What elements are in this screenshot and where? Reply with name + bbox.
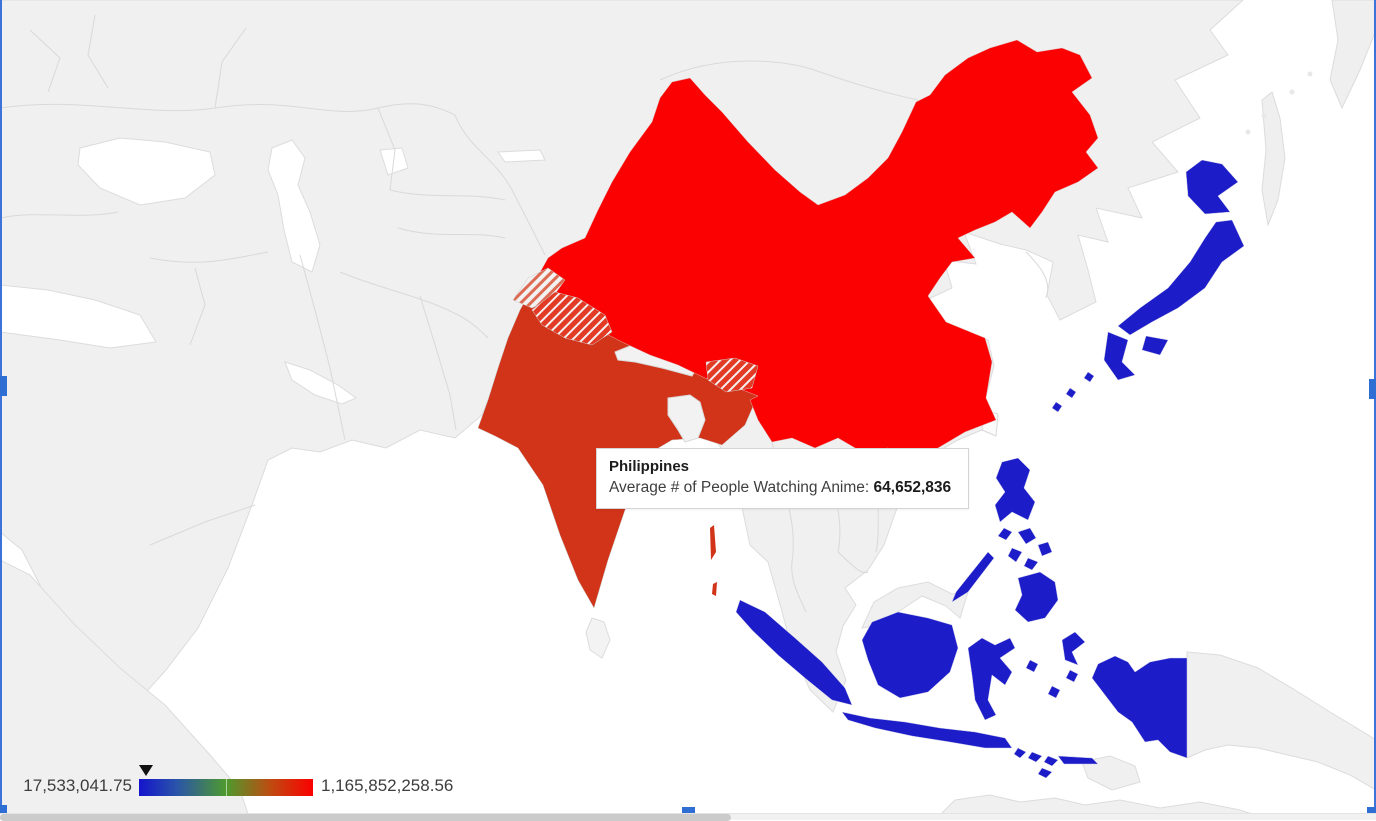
kashmir-hatch-red bbox=[531, 291, 613, 346]
selection-border-right bbox=[1374, 0, 1376, 820]
tooltip-metric-label: Average # of People Watching Anime: bbox=[609, 479, 874, 496]
resize-handle-bottom-right[interactable] bbox=[1367, 807, 1376, 814]
disputed-territories[interactable] bbox=[512, 267, 759, 393]
resize-handle-bottom-left[interactable] bbox=[0, 805, 7, 813]
selection-border-left bbox=[0, 0, 2, 820]
resize-handle-left[interactable] bbox=[0, 376, 7, 396]
horizontal-scrollbar-track[interactable] bbox=[0, 813, 1376, 821]
horizontal-scrollbar-thumb[interactable] bbox=[0, 814, 731, 821]
tooltip-metric-value: 64,652,836 bbox=[873, 479, 952, 496]
resize-handle-right[interactable] bbox=[1369, 379, 1376, 399]
legend-gradient-bar bbox=[139, 779, 313, 796]
andaman-islands bbox=[710, 525, 717, 596]
country-japan[interactable] bbox=[1051, 159, 1245, 413]
down-triangle-marker-icon bbox=[139, 765, 153, 776]
legend-max-label: 1,165,852,258.56 bbox=[321, 776, 454, 795]
inland-seas bbox=[0, 137, 546, 405]
country-indonesia[interactable] bbox=[735, 590, 1188, 779]
country-philippines[interactable] bbox=[951, 457, 1059, 623]
tooltip-country-name: Philippines bbox=[609, 458, 690, 475]
arunachal-hatch-red bbox=[705, 357, 759, 393]
resize-handle-bottom-center[interactable] bbox=[682, 807, 695, 814]
tooltip-metric-line: Average # of People Watching Anime: 64,6… bbox=[609, 477, 956, 498]
map-tooltip: Philippines Average # of People Watching… bbox=[596, 448, 969, 509]
country-china[interactable] bbox=[532, 39, 1099, 463]
legend-min-label: 17,533,041.75 bbox=[23, 776, 132, 795]
